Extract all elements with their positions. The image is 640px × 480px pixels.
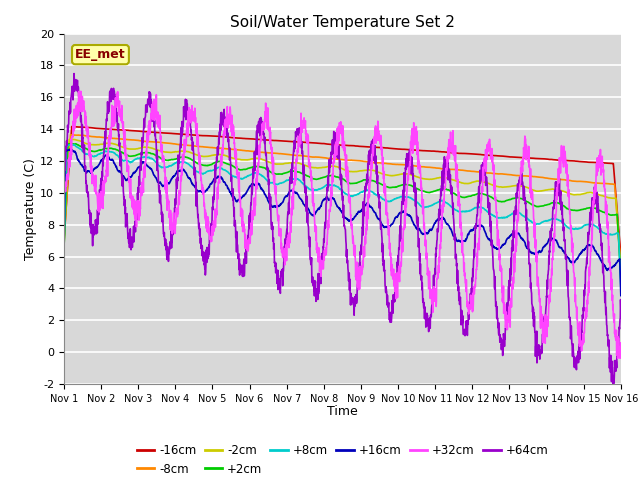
Text: EE_met: EE_met <box>75 48 126 61</box>
Legend: -16cm, -8cm, -2cm, +2cm, +8cm, +16cm, +32cm, +64cm: -16cm, -8cm, -2cm, +2cm, +8cm, +16cm, +3… <box>132 439 553 480</box>
X-axis label: Time: Time <box>327 405 358 418</box>
Title: Soil/Water Temperature Set 2: Soil/Water Temperature Set 2 <box>230 15 455 30</box>
Y-axis label: Temperature (C): Temperature (C) <box>24 158 37 260</box>
